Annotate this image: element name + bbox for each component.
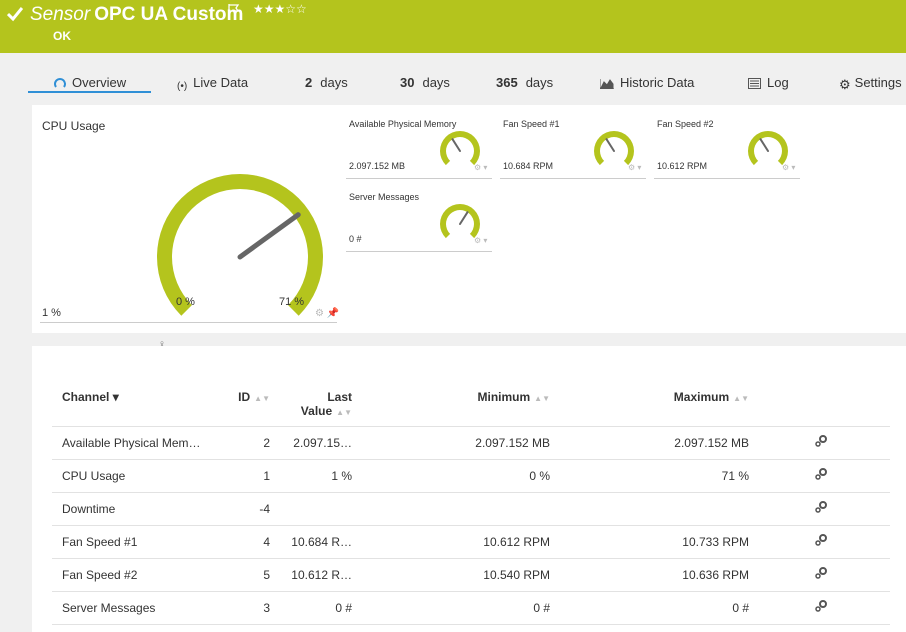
tab-overview[interactable]: Overview [54,75,126,90]
memory-gauge [440,131,480,166]
tab-settings[interactable]: ⚙ Settings [839,75,902,92]
tab-365-days[interactable]: 365 days [496,75,554,90]
channel-settings-icon[interactable] [814,500,828,514]
page-title: Sensor OPC UA Custom [30,4,243,26]
gauge-tools[interactable]: ⚙ ▾ [628,163,642,172]
flag-icon[interactable] [228,4,240,16]
fan2-gauge [748,131,788,166]
priority-stars[interactable]: ★★★☆☆ [253,2,307,16]
active-tab-indicator [28,91,151,93]
col-channel[interactable]: Channel ▾ [52,390,222,427]
tab-2-days[interactable]: 2 days [305,75,348,90]
channel-settings-icon[interactable] [814,467,828,481]
col-maximum[interactable]: Maximum ▲▼ [550,390,749,427]
overview-icon [54,78,66,88]
col-last-value[interactable]: Last Value ▲▼ [270,390,352,427]
gauge-panel: CPU Usage x̄ 1 % 0 % 71 % ⚙ 📌 Available … [32,105,906,349]
status-badge: OK [53,29,71,43]
channel-settings-icon[interactable] [814,566,828,580]
table-row[interactable]: Server Messages 3 0 # 0 # 0 # [52,591,890,625]
sort-desc-icon: ▾ [112,390,119,404]
gauge-arc [748,131,788,166]
table-row[interactable]: Fan Speed #1 4 10.684 R… 10.612 RPM 10.7… [52,525,890,559]
fan1-gauge [594,131,634,166]
gauge-needle [237,212,301,260]
gauge-tools[interactable]: ⚙ ▾ [474,163,488,172]
gauge-needle [605,138,615,152]
mean-marker: x̄ [160,340,164,349]
col-id[interactable]: ID ▲▼ [222,390,270,427]
live-data-icon: (•) [177,81,188,92]
gauge-needle [759,138,769,152]
messages-gauge [440,204,480,239]
gear-icon: ⚙ [839,77,851,92]
gauge-arc [440,131,480,166]
tab-live-data[interactable]: (•) Live Data [177,75,249,92]
gauge-needle [451,138,461,152]
channel-settings-icon[interactable] [814,599,828,613]
gauge-tools[interactable]: ⚙ ▾ [782,163,796,172]
channel-table: Channel ▾ ID ▲▼ Last Value ▲▼ Minimum ▲▼ Max… [52,390,890,625]
log-icon [748,78,761,89]
gauge-tools[interactable]: ⚙ 📌 [315,308,339,319]
channel-settings-icon[interactable] [814,434,828,448]
sensor-header: Sensor OPC UA Custom ★★★☆☆ OK [0,0,906,53]
table-header-row: Channel ▾ ID ▲▼ Last Value ▲▼ Minimum ▲▼ Max… [52,390,890,427]
cpu-gauge-min: 0 % [176,296,195,308]
sort-icon: ▲▼ [336,408,352,417]
gauge-needle [459,211,469,225]
gauge-arc [157,174,323,316]
channel-table-panel: Channel ▾ ID ▲▼ Last Value ▲▼ Minimum ▲▼ Max… [32,346,906,632]
sensor-kind: Sensor [30,4,91,25]
gauge-arc [594,131,634,166]
check-icon [7,7,23,22]
sort-icon: ▲▼ [254,394,270,403]
table-row[interactable]: Fan Speed #2 5 10.612 R… 10.540 RPM 10.6… [52,558,890,592]
tab-30-days[interactable]: 30 days [400,75,450,90]
cpu-gauge-value: 1 % [42,307,61,319]
tab-bar: Overview (•) Live Data 2 days 30 days 365 da… [0,53,906,103]
col-minimum[interactable]: Minimum ▲▼ [352,390,550,427]
tab-log[interactable]: Log [748,75,789,90]
cpu-gauge-max: 71 % [279,296,305,308]
cpu-gauge[interactable]: x̄ [152,169,332,349]
cpu-gauge-title: CPU Usage [42,119,106,133]
gauge-tools[interactable]: ⚙ ▾ [474,236,488,245]
mini-gauge-memory[interactable]: Available Physical Memory 2.097.152 MB ⚙… [346,119,492,181]
channel-settings-icon[interactable] [814,533,828,547]
tab-historic-data[interactable]: Historic Data [600,75,694,90]
pin-icon[interactable]: 📌 [326,308,340,319]
chart-icon [600,79,614,89]
mini-gauge-messages[interactable]: Server Messages 0 # ⚙ ▾ [346,192,492,254]
table-row[interactable]: CPU Usage 1 1 % 0 % 71 % [52,459,890,493]
mini-gauge-fan1[interactable]: Fan Speed #1 10.684 RPM ⚙ ▾ [500,119,646,181]
mini-gauge-fan2[interactable]: Fan Speed #2 10.612 RPM ⚙ ▾ [654,119,800,181]
gauge-arc [440,204,480,239]
table-row[interactable]: Available Physical Mem… 2 2.097.15… 2.09… [52,426,890,460]
settings-icon[interactable]: ⚙ [315,308,324,319]
sensor-name: OPC UA Custom [94,4,244,25]
sort-icon: ▲▼ [733,394,749,403]
table-row[interactable]: Downtime -4 [52,492,890,526]
divider [40,322,337,323]
sort-icon: ▲▼ [534,394,550,403]
